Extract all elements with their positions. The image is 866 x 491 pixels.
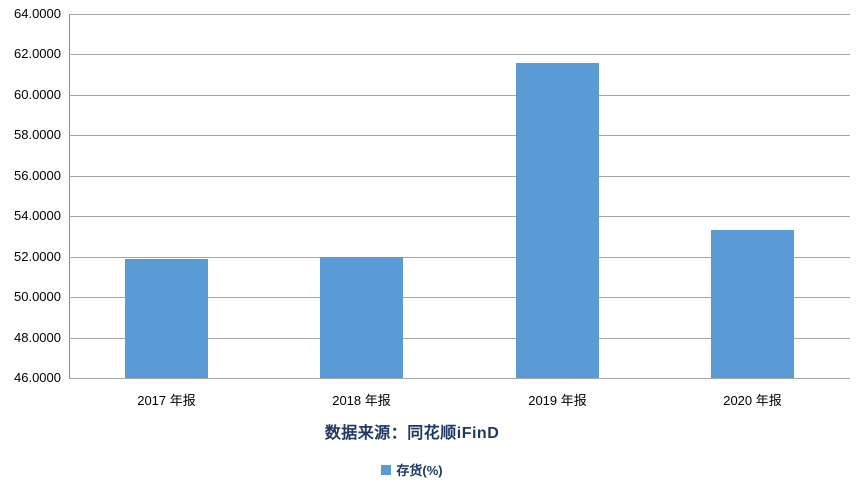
gridline <box>69 14 850 15</box>
gridline <box>69 135 850 136</box>
x-axis-tick-label: 2018 年报 <box>332 393 391 408</box>
y-axis-labels: 64.0000 62.0000 60.0000 58.0000 56.0000 54.00… <box>0 7 61 385</box>
legend: 存货(%) <box>0 460 824 479</box>
y-axis-tick-label: 50.0000 <box>14 289 61 304</box>
gridline <box>69 338 850 339</box>
x-axis-tick-label: 2020 年报 <box>723 393 782 408</box>
gridline <box>69 297 850 298</box>
y-axis-tick-label: 62.0000 <box>14 46 61 61</box>
gridline <box>69 216 850 217</box>
bar-2018 <box>320 257 403 378</box>
y-axis-tick-label: 58.0000 <box>14 127 61 142</box>
legend-label: 存货(%) <box>396 463 443 478</box>
y-axis-tick-label: 48.0000 <box>14 330 61 345</box>
x-axis-tick-label: 2019 年报 <box>528 393 587 408</box>
y-axis-tick-label: 60.0000 <box>14 87 61 102</box>
plot-area <box>69 14 850 379</box>
gridline <box>69 176 850 177</box>
y-axis-line <box>69 14 70 379</box>
x-axis-labels: 2017 年报 2018 年报 2019 年报 2020 年报 <box>69 390 850 408</box>
bar-2019 <box>516 63 599 378</box>
source-note: 数据来源：同花顺iFinD <box>324 425 500 442</box>
y-axis-tick-label: 54.0000 <box>14 208 61 223</box>
x-axis-tick-label: 2017 年报 <box>137 393 196 408</box>
gridline <box>69 378 850 379</box>
y-axis-tick-label: 64.0000 <box>14 6 61 21</box>
bar-2020 <box>711 230 794 378</box>
gridline <box>69 257 850 258</box>
y-axis-tick-label: 46.0000 <box>14 370 61 385</box>
bar-2017 <box>125 259 208 378</box>
legend-swatch-icon <box>381 464 392 475</box>
gridline <box>69 54 850 55</box>
y-axis-tick-label: 56.0000 <box>14 168 61 183</box>
y-axis-tick-label: 52.0000 <box>14 249 61 264</box>
gridline <box>69 95 850 96</box>
